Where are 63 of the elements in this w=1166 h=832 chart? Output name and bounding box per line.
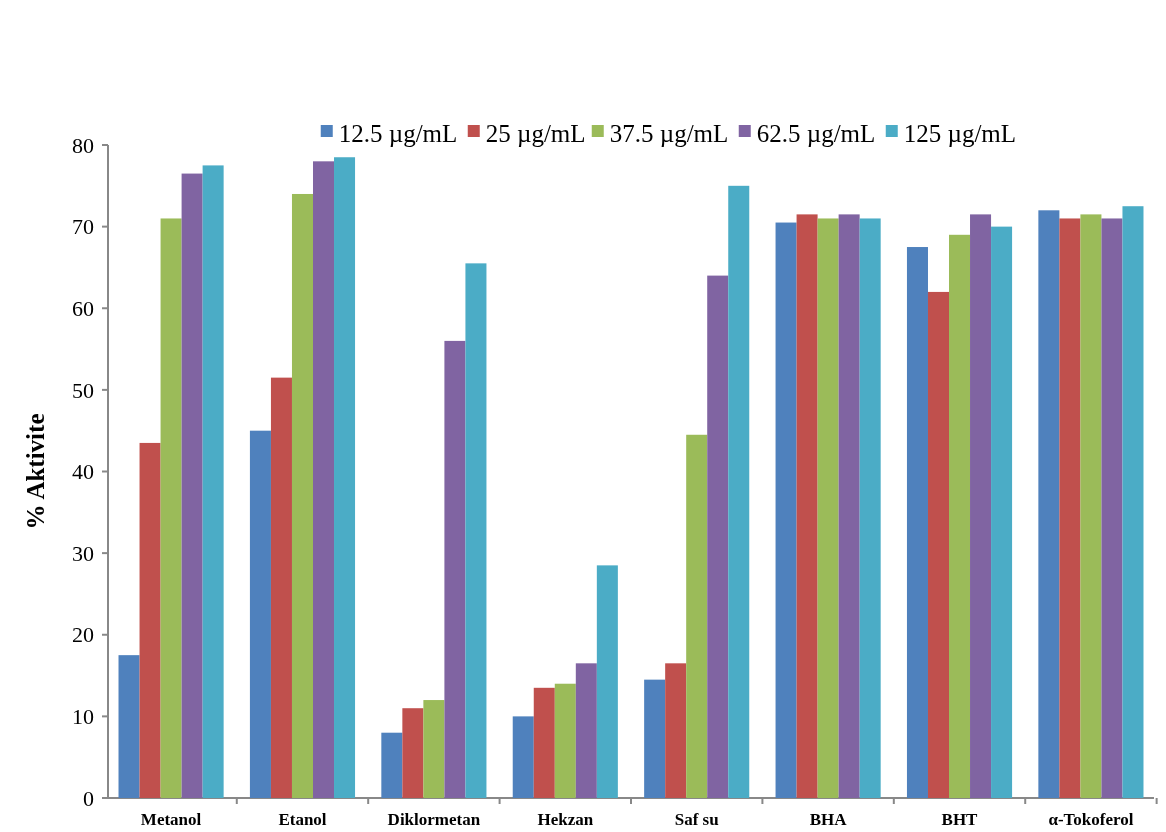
bar (575, 663, 597, 798)
bar (512, 716, 534, 798)
y-tick-label: 0 (83, 785, 94, 811)
bar (775, 222, 797, 798)
bar (139, 442, 161, 798)
bar (423, 700, 445, 798)
legend-label: 37.5 µg/mL (609, 119, 729, 147)
bar (991, 226, 1013, 798)
bar (906, 247, 928, 798)
bar (949, 234, 971, 798)
legend-label: 25 µg/mL (485, 119, 586, 147)
bar (1122, 206, 1144, 798)
y-tick-label: 50 (72, 377, 94, 403)
bar (533, 687, 555, 798)
y-tick-label: 60 (72, 295, 94, 321)
bar (202, 165, 224, 798)
bar (465, 263, 487, 798)
bar (118, 655, 140, 798)
x-tick-label: BHT (941, 810, 979, 829)
bar (1101, 218, 1123, 798)
bar (270, 377, 292, 798)
bar (313, 161, 335, 798)
bar (1080, 214, 1102, 798)
bar (402, 708, 424, 798)
y-tick-label: 40 (72, 459, 94, 485)
bar (686, 434, 708, 798)
bar (249, 430, 271, 798)
bar (796, 214, 818, 798)
y-tick-label: 10 (72, 704, 94, 730)
x-tick-label: α-Tokoferol (1048, 810, 1134, 829)
bar (444, 340, 466, 798)
bar (859, 218, 881, 798)
bar (160, 218, 182, 798)
y-tick-label: 30 (72, 540, 94, 566)
bar (838, 214, 860, 798)
bar (291, 193, 313, 798)
bar (596, 565, 618, 798)
bar (970, 214, 992, 798)
bar (334, 157, 356, 798)
bar (665, 663, 687, 798)
bar (644, 679, 666, 798)
bar (181, 173, 203, 798)
x-tick-label: Saf su (674, 810, 719, 829)
x-tick-label: BHA (809, 810, 848, 829)
y-tick-label: 70 (72, 214, 94, 240)
y-tick-label: 20 (72, 622, 94, 648)
x-tick-label: Etanol (278, 810, 327, 829)
bar (707, 275, 729, 798)
y-axis-title: % Aktivite (22, 413, 49, 530)
x-tick-label: Diklormetan (387, 810, 481, 829)
bar (381, 732, 403, 798)
legend-label: 62.5 µg/mL (756, 119, 876, 147)
bar (1059, 218, 1081, 798)
legend-label: 125 µg/mL (903, 119, 1017, 147)
bar (728, 185, 750, 798)
bar (927, 291, 950, 798)
y-tick-label: 80 (72, 132, 94, 158)
x-tick-label: Metanol (140, 810, 202, 829)
legend-label: 12.5 µg/mL (338, 119, 458, 147)
bar (817, 218, 839, 798)
bar (1038, 210, 1060, 798)
x-tick-label: Hekzan (537, 810, 594, 829)
bar (554, 683, 576, 798)
